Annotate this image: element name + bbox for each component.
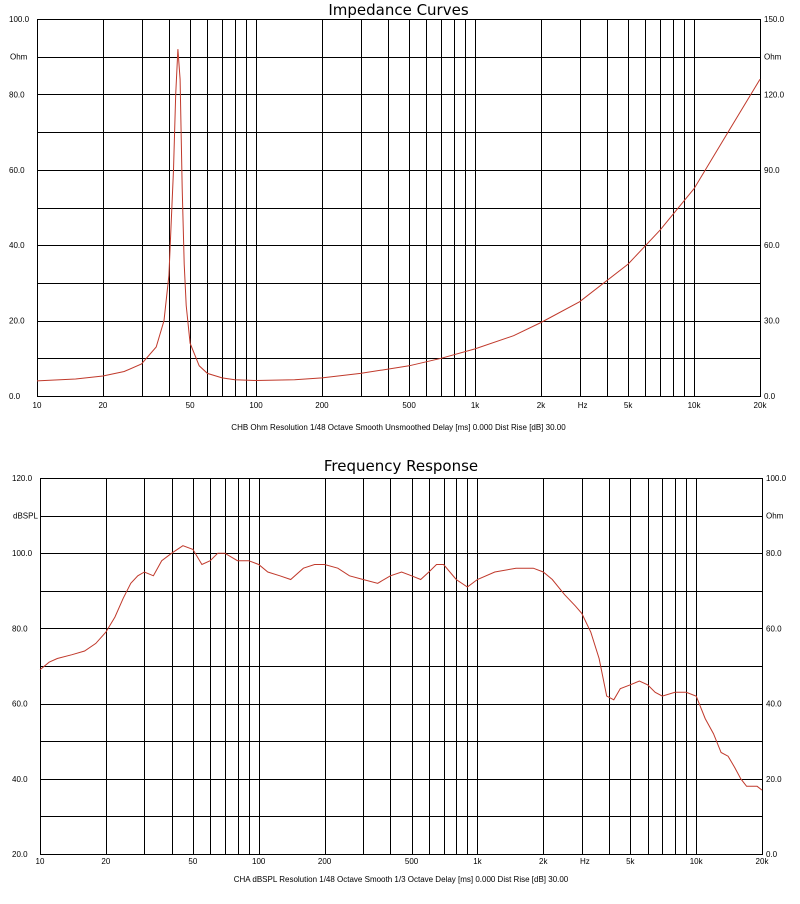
frequency-response-chart: Frequency Response 10 20 50 100 200 500 1k 2k 5k 1… (12, 457, 787, 884)
x-tick-label: 500 (405, 857, 419, 866)
chart-caption: CHA dBSPL Resolution 1/48 Octave Smooth … (234, 875, 569, 884)
x-tick-label: 200 (318, 857, 332, 866)
y-left-tick-label: 80.0 (9, 90, 25, 99)
x-tick-label: 100 (252, 857, 266, 866)
y-left-tick-label: 40.0 (9, 241, 25, 250)
y-right-tick-label: 0.0 (764, 392, 776, 401)
x-tick-label: 200 (315, 401, 329, 410)
chart-caption: CHB Ohm Resolution 1/48 Octave Smooth Un… (231, 423, 566, 432)
y-right-tick-label: 90.0 (764, 166, 780, 175)
y-left-unit-label: dBSPL (13, 512, 38, 521)
series-line (36, 49, 761, 382)
y-right-tick-label: 80.0 (766, 549, 782, 558)
x-tick-label: 100 (249, 401, 263, 410)
y-right-tick-label: 60.0 (764, 241, 780, 250)
y-left-tick-label: 120.0 (12, 474, 33, 483)
x-tick-label: 50 (186, 401, 195, 410)
y-left-tick-label: 60.0 (9, 166, 25, 175)
x-tick-label: 2k (539, 857, 548, 866)
x-tick-label: 10 (33, 401, 42, 410)
series-line (39, 545, 763, 791)
x-tick-label: 2k (537, 401, 546, 410)
x-tick-label: 50 (188, 857, 197, 866)
y-right-tick-label: 120.0 (764, 90, 785, 99)
y-right-tick-label: 150.0 (764, 15, 785, 24)
impedance-chart: Impedance Curves 10 20 50 100 200 500 1k 2k 5k 10k… (9, 1, 785, 432)
y-left-tick-label: 100.0 (9, 15, 30, 24)
y-left-tick-label: 60.0 (12, 700, 28, 709)
plot-frame (40, 478, 763, 855)
chart-title: Impedance Curves (328, 1, 469, 19)
y-right-tick-label: 60.0 (766, 624, 782, 633)
y-right-tick-label: 100.0 (766, 474, 787, 483)
y-left-tick-label: 20.0 (12, 850, 28, 859)
x-tick-label: 5k (626, 857, 635, 866)
y-left-tick-label: 80.0 (12, 624, 28, 633)
y-left-tick-label: 100.0 (12, 549, 33, 558)
y-right-unit-label: Ohm (764, 53, 782, 62)
x-tick-label: 20k (754, 401, 768, 410)
y-left-unit-label: Ohm (10, 53, 28, 62)
y-right-unit-label: Ohm (766, 512, 784, 521)
x-tick-label: 20 (98, 401, 107, 410)
x-tick-label: 500 (402, 401, 416, 410)
x-unit-label: Hz (578, 401, 588, 410)
x-tick-label: 10 (36, 857, 45, 866)
chart-title: Frequency Response (324, 457, 478, 475)
x-tick-label: 10k (688, 401, 702, 410)
x-tick-label: 5k (624, 401, 633, 410)
y-right-tick-label: 20.0 (766, 775, 782, 784)
y-left-tick-label: 40.0 (12, 775, 28, 784)
y-left-tick-label: 20.0 (9, 317, 25, 326)
x-tick-label: 10k (690, 857, 704, 866)
x-tick-label: 20 (101, 857, 110, 866)
y-left-tick-label: 0.0 (9, 392, 21, 401)
y-right-tick-label: 30.0 (764, 317, 780, 326)
plot-frame (37, 19, 761, 397)
x-tick-label: 20k (756, 857, 770, 866)
x-tick-label: 1k (471, 401, 480, 410)
x-tick-label: 1k (473, 857, 482, 866)
x-unit-label: Hz (580, 857, 590, 866)
y-right-tick-label: 0.0 (766, 850, 778, 859)
y-right-tick-label: 40.0 (766, 700, 782, 709)
